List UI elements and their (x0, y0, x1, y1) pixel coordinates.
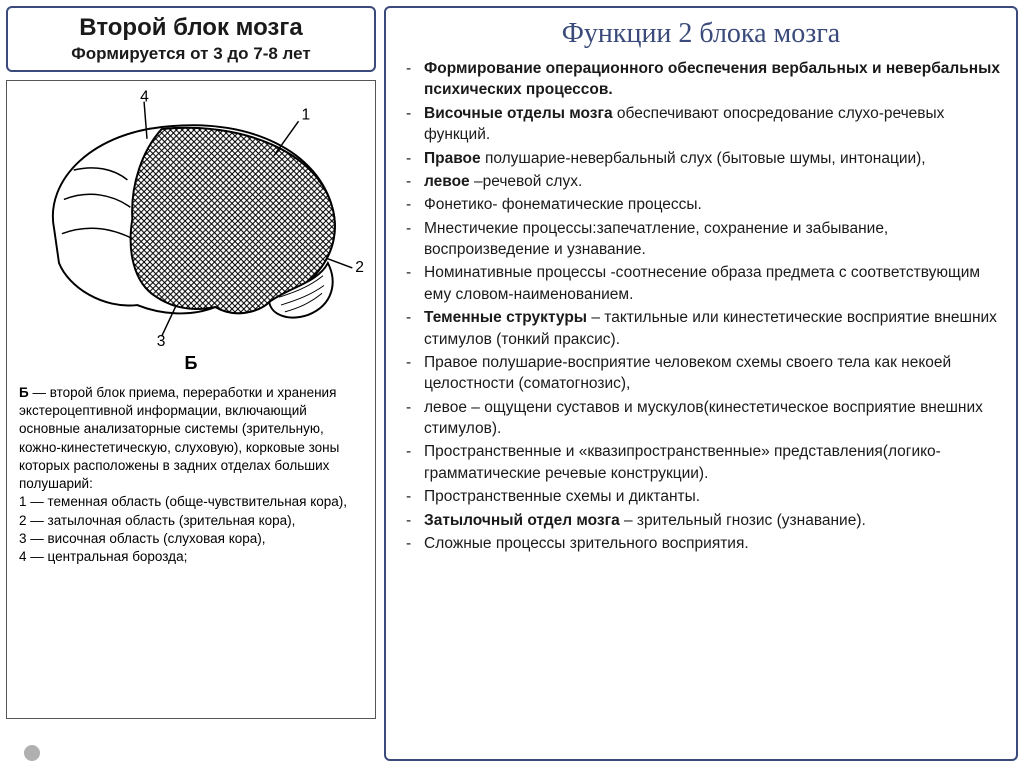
diagram-legend: Б — второй блок приема, переработки и хр… (15, 384, 367, 566)
left-title: Второй блок мозга (18, 14, 364, 42)
list-item: Теменные структуры – тактильные или кине… (400, 307, 1002, 350)
right-title: Функции 2 блока мозга (400, 18, 1002, 50)
function-list: Формирование операционного обеспечения в… (400, 58, 1002, 554)
list-item: Сложные процессы зрительного восприятия. (400, 533, 1002, 554)
list-item: левое – ощущени суставов и мускулов(кине… (400, 397, 1002, 440)
list-item: Затылочный отдел мозга – зрительный гноз… (400, 510, 1002, 531)
svg-text:4: 4 (140, 89, 149, 106)
left-column: Второй блок мозга Формируется от 3 до 7-… (6, 6, 376, 761)
legend-item: 4 — центральная борозда; (19, 548, 363, 566)
list-item: Мнестичекие процессы:запечатление, сохра… (400, 218, 1002, 261)
legend-prefix: Б (19, 385, 29, 400)
legend-item: 3 — височная область (слуховая кора), (19, 530, 363, 548)
list-item: левое –речевой слух. (400, 171, 1002, 192)
brain-diagram: 4 1 2 3 (15, 89, 367, 349)
list-item: Пространственные и «квазипространственны… (400, 441, 1002, 484)
svg-text:3: 3 (157, 333, 166, 349)
list-item: Фонетико- фонематические процессы. (400, 194, 1002, 215)
list-item: Правое полушарие-невербальный слух (быто… (400, 148, 1002, 169)
list-item: Правое полушарие-восприятие человеком сх… (400, 352, 1002, 395)
svg-text:1: 1 (301, 106, 310, 123)
list-item: Номинативные процессы -соотнесение образ… (400, 262, 1002, 305)
left-subtitle: Формируется от 3 до 7-8 лет (18, 44, 364, 64)
list-item: Височные отделы мозга обеспечивают опоср… (400, 103, 1002, 146)
list-item: Пространственные схемы и диктанты. (400, 486, 1002, 507)
svg-text:2: 2 (355, 259, 364, 276)
bullet-dot (24, 745, 40, 761)
list-item: Формирование операционного обеспечения в… (400, 58, 1002, 101)
diagram-box: 4 1 2 3 Б Б — второй блок приема, перера… (6, 80, 376, 719)
title-box: Второй блок мозга Формируется от 3 до 7-… (6, 6, 376, 72)
legend-item: 1 — теменная область (обще-чувствительна… (19, 493, 363, 511)
right-column: Функции 2 блока мозга Формирование опера… (384, 6, 1018, 761)
diagram-letter: Б (15, 353, 367, 374)
legend-body: — второй блок приема, переработки и хран… (19, 385, 339, 491)
legend-item: 2 — затылочная область (зрительная кора)… (19, 512, 363, 530)
